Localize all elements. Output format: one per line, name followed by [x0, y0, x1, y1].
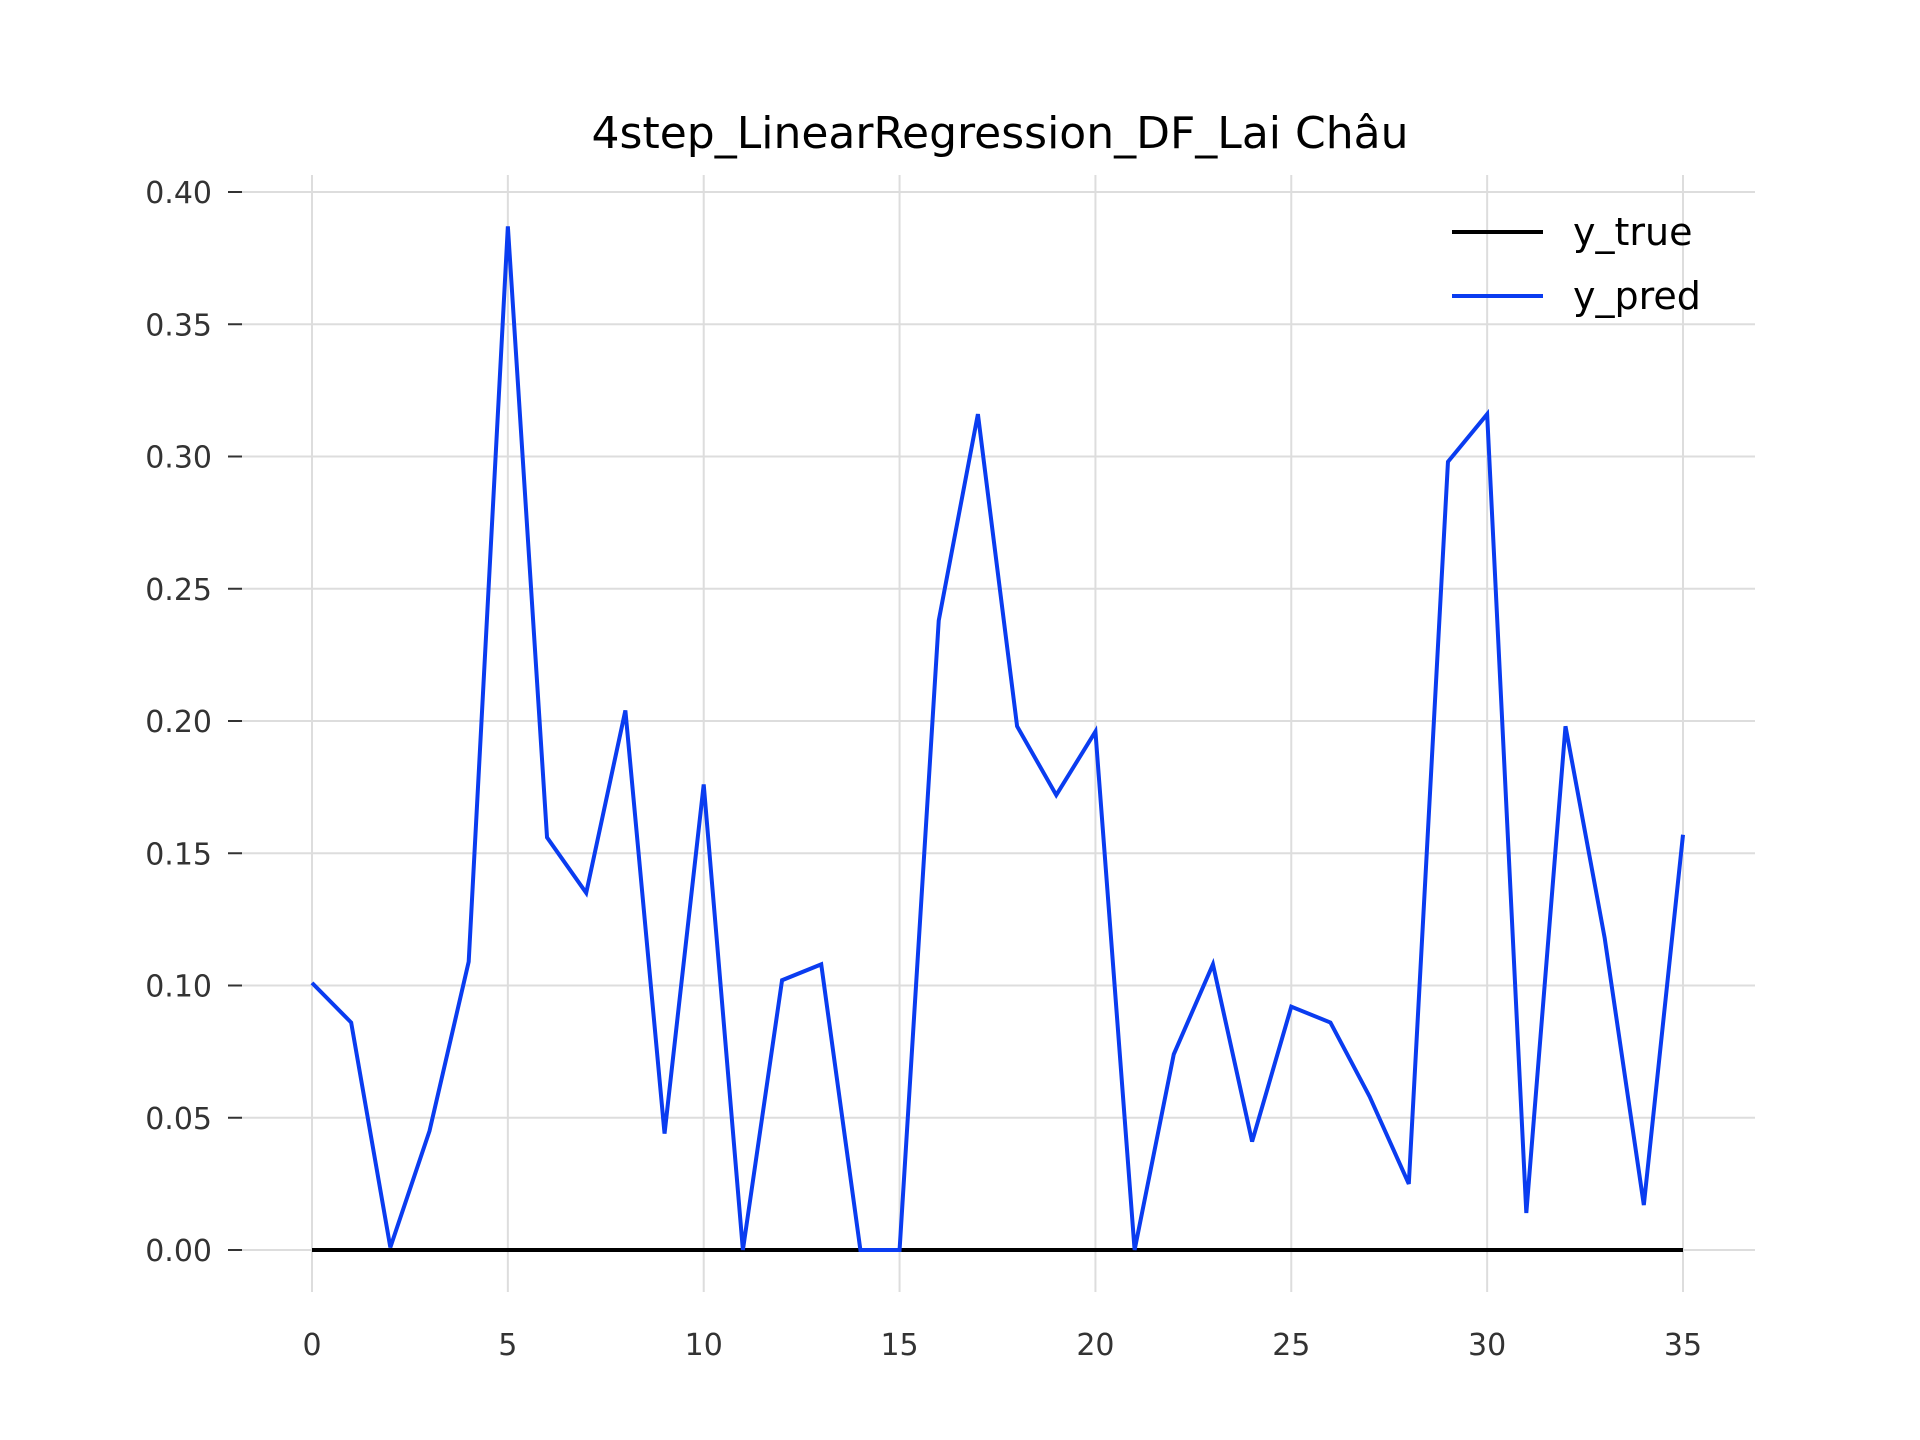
legend-label-y-pred: y_pred	[1573, 274, 1701, 318]
y-tick-label: 0.05	[145, 1102, 212, 1137]
x-tick-label: 0	[302, 1328, 321, 1363]
x-tick-label: 10	[685, 1328, 723, 1363]
grid-lines	[240, 175, 1755, 1292]
y-tick-label: 0.00	[145, 1234, 212, 1269]
x-tick-label: 25	[1272, 1328, 1310, 1363]
y-tick-label: 0.40	[145, 176, 212, 211]
y-tick-label: 0.25	[145, 573, 212, 608]
y-tick-label: 0.30	[145, 441, 212, 476]
x-tick-label: 15	[880, 1328, 918, 1363]
legend-label-y-true: y_true	[1573, 210, 1692, 254]
legend: y_true y_pred	[1452, 210, 1701, 318]
y-tick-label: 0.35	[145, 308, 212, 343]
x-tick-label: 20	[1076, 1328, 1114, 1363]
y-tick-label: 0.20	[145, 705, 212, 740]
y-tick-label: 0.10	[145, 970, 212, 1005]
x-tick-label: 35	[1664, 1328, 1702, 1363]
chart-title: 4step_LinearRegression_DF_Lai Châu	[592, 108, 1409, 159]
axes: 0.00 0.05 0.10 0.15 0.20 0.25 0.30 0.35 0.40 0 5 10…	[145, 176, 1702, 1363]
y-tick-label: 0.15	[145, 837, 212, 872]
series-lines	[310, 226, 1685, 1252]
x-tick-label: 5	[498, 1328, 517, 1363]
series-line-y-pred	[310, 226, 1685, 1252]
x-tick-label: 30	[1468, 1328, 1506, 1363]
